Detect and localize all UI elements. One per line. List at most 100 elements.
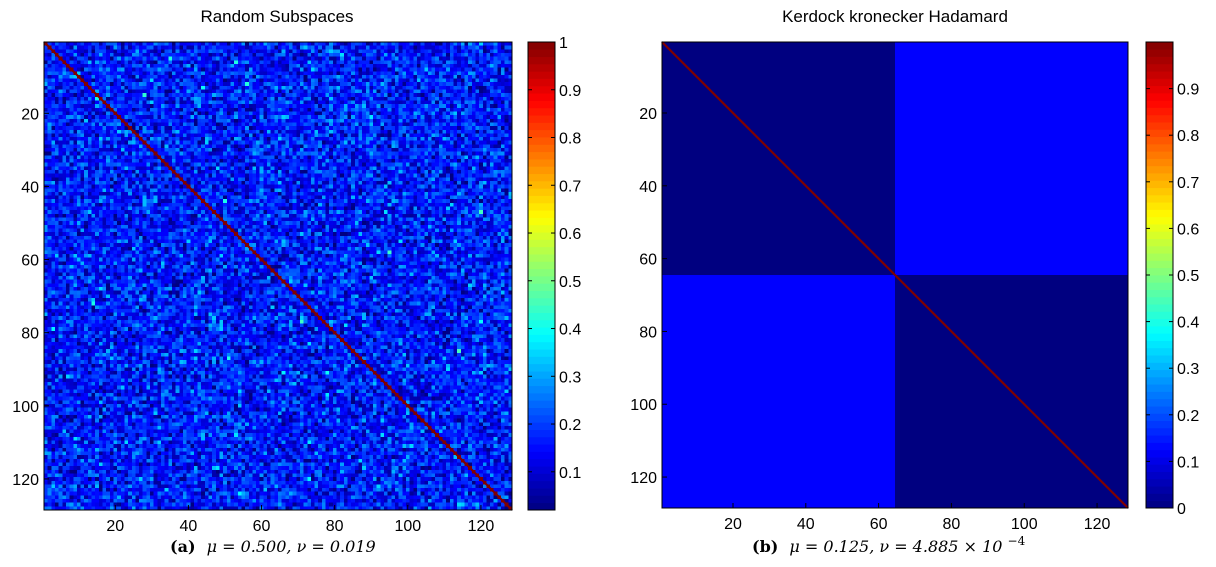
colorbar-band [1146,449,1173,458]
colorbar-band [528,93,555,101]
colorbar-band [528,180,555,189]
colorbar-band [528,458,555,467]
colorbar-band [1146,486,1173,494]
colorbar-band [1146,216,1173,225]
y-tick-label: 80 [639,324,657,341]
colorbar-band [528,144,555,153]
colorbar-band [1146,260,1173,269]
colorbar-band [528,473,555,482]
colorbar-band [1146,442,1173,451]
heatmap-block [895,42,1129,276]
colorbar-band [528,283,555,292]
colorbar-band [1146,369,1173,378]
colorbar-ticks: 0 0.1 0.2 0.3 0.4 0.5 0.6 0.7 0.8 0.9 [1146,82,1199,518]
chart-title: Kerdock kronecker Hadamard [782,7,1008,26]
caption-formula: μ = 0.500, ν = 0.019 [207,537,376,556]
colorbar-band [1146,406,1173,414]
colorbar-band [528,371,555,379]
caption: (a) μ = 0.500, ν = 0.019 [170,537,376,556]
colorbar-band [1146,151,1173,159]
colorbar-tick-label: 0.6 [559,226,581,243]
colorbar-band [528,276,555,284]
colorbar-band [528,217,555,226]
colorbar-band [1146,245,1173,254]
colorbar-band [1146,384,1173,392]
colorbar-band [528,290,555,299]
colorbar-band [528,363,555,372]
y-tick-label: 20 [21,106,39,123]
colorbar-tick-label: 0.8 [559,131,581,148]
x-tick-label: 20 [724,516,742,533]
colorbar-band [528,312,555,321]
colorbar-band [1146,427,1173,436]
colorbar-band [528,122,555,131]
colorbar-band [1146,464,1173,472]
colorbar-band [528,378,555,387]
colorbar-band [1146,347,1173,356]
colorbar-band [528,71,555,79]
colorbar-tick-label: 0.7 [559,178,581,195]
colorbar-band [1146,173,1173,181]
colorbar-tick-label: 0.9 [1177,82,1199,99]
caption-label: (b) [752,537,778,556]
colorbar-tick-label: 0.3 [1177,361,1199,378]
x-axis: 20 40 60 80 100 120 [106,505,494,535]
colorbar-band [528,356,555,365]
colorbar-band [528,261,555,270]
colorbar-band [528,202,555,211]
colorbar-tick-label: 0.8 [1177,128,1199,145]
colorbar-band [1146,267,1173,276]
heatmap-block [662,275,896,509]
colorbar-band [1146,122,1173,130]
colorbar-band [528,488,555,496]
y-tick-label: 60 [639,252,657,269]
y-axis: 20 40 60 80 100 120 [630,106,667,487]
x-tick-label: 100 [394,518,421,535]
colorbar-tick-label: 0.2 [559,417,581,434]
colorbar-ticks: 0.1 0.2 0.3 0.4 0.5 0.6 0.7 0.8 0.9 1 [528,35,581,482]
colorbar-band [1146,325,1173,334]
colorbar-band [528,268,555,277]
colorbar-band [528,451,555,460]
colorbar-band [1146,398,1173,407]
colorbar-band [528,319,555,328]
colorbar-band [1146,136,1173,145]
colorbar-band [1146,224,1173,232]
colorbar-frame [527,41,556,511]
chart-title: Random Subspaces [200,7,353,26]
colorbar-band [1146,78,1173,87]
colorbar-band [528,56,555,65]
y-tick-label: 120 [630,470,657,487]
colorbar [528,42,555,511]
colorbar-band [528,195,555,204]
colorbar-band [1146,56,1173,65]
colorbar-band [528,385,555,394]
colorbar-band [1146,413,1173,422]
colorbar-band [528,297,555,306]
colorbar-tick-label: 0.1 [1177,454,1199,471]
colorbar-tick-label: 1 [559,35,568,52]
colorbar-band [528,210,555,218]
colorbar-band [528,254,555,262]
colorbar-band [1146,238,1173,247]
y-tick-label: 100 [630,397,657,414]
colorbar-band [528,429,555,438]
x-tick-label: 120 [1084,516,1111,533]
colorbar-band [1146,391,1173,400]
y-tick-label: 40 [639,179,657,196]
colorbar-band [528,173,555,182]
colorbar-band [1146,63,1173,72]
colorbar-band [528,137,555,145]
colorbar-band [528,100,555,109]
colorbar-band [528,502,555,511]
colorbar-band [1146,129,1173,138]
plot-frame [43,41,513,511]
x-tick-label: 80 [326,518,344,535]
y-tick-label: 80 [21,326,39,343]
colorbar-band [1146,107,1173,116]
x-tick-label: 120 [468,518,495,535]
colorbar [1146,42,1173,509]
colorbar-band [528,334,555,343]
heatmap-diagonal [43,41,513,511]
